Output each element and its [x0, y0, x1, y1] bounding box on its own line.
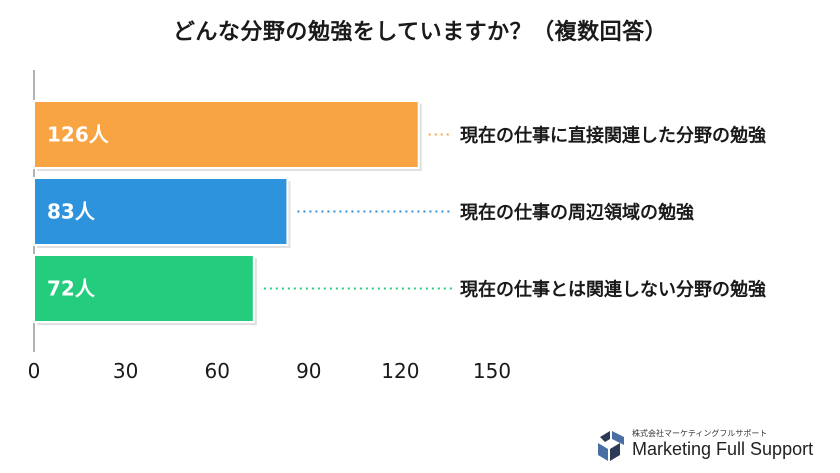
chart-title: どんな分野の勉強をしていますか？（複数回答）	[172, 20, 668, 45]
x-tick-label: 0	[28, 359, 41, 383]
x-tick-label: 90	[296, 359, 321, 383]
x-tick-label: 150	[473, 359, 511, 383]
category-label: 現在の仕事とは関連しない分野の勉強	[460, 279, 766, 301]
bar-value-label: 72人	[47, 277, 96, 301]
bar	[33, 100, 420, 169]
brand-logo: 株式会社マーケティングフルサポート Marketing Full Support	[596, 425, 836, 469]
brand-mark-icon	[598, 431, 624, 461]
category-label: 現在の仕事に直接関連した分野の勉強	[460, 125, 766, 147]
x-tick-label: 120	[381, 359, 419, 383]
brand-name: Marketing Full Support	[632, 439, 814, 459]
bar-value-label: 126人	[47, 123, 110, 147]
brand-subtitle: 株式会社マーケティングフルサポート	[632, 429, 768, 438]
x-tick-label: 30	[113, 359, 138, 383]
bar	[33, 177, 289, 246]
x-tick-label: 60	[204, 359, 229, 383]
bar-chart: 126人 現在の仕事に直接関連した分野の勉強 83人 現在の仕事の周辺領域の勉強 72人…	[28, 70, 766, 383]
category-label: 現在の仕事の周辺領域の勉強	[460, 202, 694, 224]
bar-value-label: 83人	[47, 200, 96, 224]
bar	[33, 254, 255, 323]
